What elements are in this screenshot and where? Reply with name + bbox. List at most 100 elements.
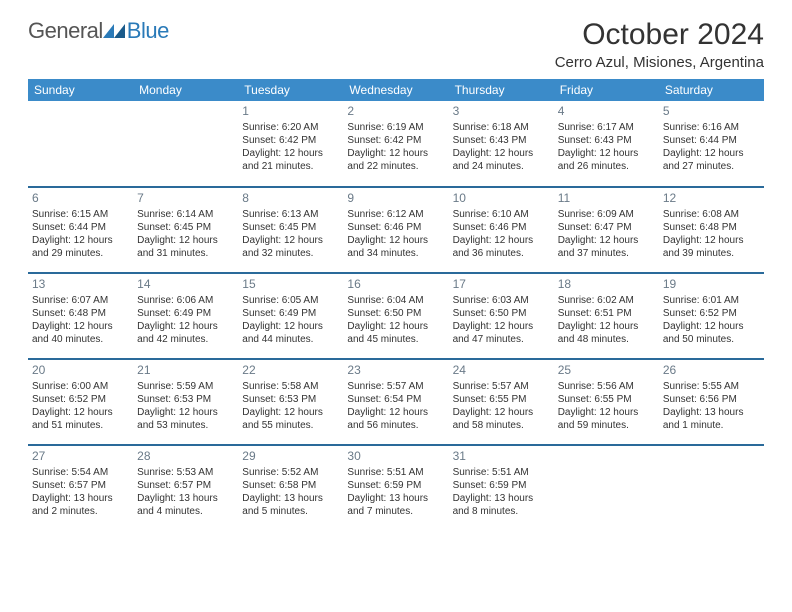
cell-line-sr: Sunrise: 6:00 AM (32, 380, 129, 393)
calendar-cell: 12Sunrise: 6:08 AMSunset: 6:48 PMDayligh… (659, 187, 764, 273)
cell-line-ss: Sunset: 6:45 PM (242, 221, 339, 234)
cell-line-d2: and 40 minutes. (32, 333, 129, 346)
calendar-cell: 21Sunrise: 5:59 AMSunset: 6:53 PMDayligh… (133, 359, 238, 445)
day-number: 21 (137, 363, 234, 379)
calendar-cell: 20Sunrise: 6:00 AMSunset: 6:52 PMDayligh… (28, 359, 133, 445)
cell-line-ss: Sunset: 6:51 PM (558, 307, 655, 320)
cell-line-sr: Sunrise: 5:57 AM (347, 380, 444, 393)
cell-line-sr: Sunrise: 6:09 AM (558, 208, 655, 221)
cell-line-d2: and 47 minutes. (453, 333, 550, 346)
logo-shape-icon (103, 22, 125, 40)
calendar-cell: 18Sunrise: 6:02 AMSunset: 6:51 PMDayligh… (554, 273, 659, 359)
calendar-cell (659, 445, 764, 531)
cell-line-d2: and 7 minutes. (347, 505, 444, 518)
cell-line-d2: and 55 minutes. (242, 419, 339, 432)
cell-line-d1: Daylight: 13 hours (32, 492, 129, 505)
day-number: 8 (242, 191, 339, 207)
day-number: 15 (242, 277, 339, 293)
calendar-cell: 16Sunrise: 6:04 AMSunset: 6:50 PMDayligh… (343, 273, 448, 359)
cell-line-d1: Daylight: 12 hours (242, 147, 339, 160)
cell-line-d1: Daylight: 12 hours (32, 406, 129, 419)
cell-line-sr: Sunrise: 5:52 AM (242, 466, 339, 479)
calendar-cell: 8Sunrise: 6:13 AMSunset: 6:45 PMDaylight… (238, 187, 343, 273)
cell-line-ss: Sunset: 6:53 PM (242, 393, 339, 406)
cell-line-sr: Sunrise: 6:05 AM (242, 294, 339, 307)
cell-line-d1: Daylight: 12 hours (242, 234, 339, 247)
cell-line-d2: and 42 minutes. (137, 333, 234, 346)
cell-line-d2: and 58 minutes. (453, 419, 550, 432)
cell-line-d2: and 39 minutes. (663, 247, 760, 260)
day-header: Tuesday (238, 79, 343, 101)
calendar-cell: 22Sunrise: 5:58 AMSunset: 6:53 PMDayligh… (238, 359, 343, 445)
calendar-row: 6Sunrise: 6:15 AMSunset: 6:44 PMDaylight… (28, 187, 764, 273)
cell-line-d1: Daylight: 12 hours (137, 234, 234, 247)
month-title: October 2024 (555, 18, 764, 52)
cell-line-ss: Sunset: 6:54 PM (347, 393, 444, 406)
cell-line-sr: Sunrise: 6:10 AM (453, 208, 550, 221)
cell-line-ss: Sunset: 6:59 PM (453, 479, 550, 492)
header: General Blue October 2024 Cerro Azul, Mi… (28, 18, 764, 71)
cell-line-d1: Daylight: 12 hours (347, 147, 444, 160)
cell-line-d2: and 50 minutes. (663, 333, 760, 346)
cell-line-d2: and 29 minutes. (32, 247, 129, 260)
cell-line-d1: Daylight: 12 hours (453, 234, 550, 247)
calendar-body: 1Sunrise: 6:20 AMSunset: 6:42 PMDaylight… (28, 101, 764, 531)
cell-line-sr: Sunrise: 6:08 AM (663, 208, 760, 221)
cell-line-d1: Daylight: 13 hours (347, 492, 444, 505)
calendar-cell: 9Sunrise: 6:12 AMSunset: 6:46 PMDaylight… (343, 187, 448, 273)
calendar-row: 1Sunrise: 6:20 AMSunset: 6:42 PMDaylight… (28, 101, 764, 187)
cell-line-ss: Sunset: 6:57 PM (137, 479, 234, 492)
calendar-cell: 6Sunrise: 6:15 AMSunset: 6:44 PMDaylight… (28, 187, 133, 273)
cell-line-d2: and 53 minutes. (137, 419, 234, 432)
day-number: 17 (453, 277, 550, 293)
cell-line-d1: Daylight: 12 hours (453, 320, 550, 333)
cell-line-ss: Sunset: 6:43 PM (453, 134, 550, 147)
day-number: 14 (137, 277, 234, 293)
cell-line-d2: and 48 minutes. (558, 333, 655, 346)
cell-line-d2: and 27 minutes. (663, 160, 760, 173)
calendar-cell: 5Sunrise: 6:16 AMSunset: 6:44 PMDaylight… (659, 101, 764, 187)
day-number: 22 (242, 363, 339, 379)
day-number: 7 (137, 191, 234, 207)
cell-line-ss: Sunset: 6:44 PM (663, 134, 760, 147)
cell-line-d2: and 8 minutes. (453, 505, 550, 518)
cell-line-ss: Sunset: 6:47 PM (558, 221, 655, 234)
cell-line-d2: and 5 minutes. (242, 505, 339, 518)
cell-line-d1: Daylight: 12 hours (242, 320, 339, 333)
day-number: 4 (558, 104, 655, 120)
day-number: 12 (663, 191, 760, 207)
day-number: 13 (32, 277, 129, 293)
calendar-cell: 7Sunrise: 6:14 AMSunset: 6:45 PMDaylight… (133, 187, 238, 273)
cell-line-ss: Sunset: 6:59 PM (347, 479, 444, 492)
cell-line-d2: and 4 minutes. (137, 505, 234, 518)
cell-line-ss: Sunset: 6:42 PM (347, 134, 444, 147)
calendar-cell: 27Sunrise: 5:54 AMSunset: 6:57 PMDayligh… (28, 445, 133, 531)
cell-line-ss: Sunset: 6:48 PM (32, 307, 129, 320)
cell-line-sr: Sunrise: 5:59 AM (137, 380, 234, 393)
day-number: 1 (242, 104, 339, 120)
cell-line-d1: Daylight: 12 hours (137, 406, 234, 419)
cell-line-sr: Sunrise: 5:58 AM (242, 380, 339, 393)
calendar-row: 13Sunrise: 6:07 AMSunset: 6:48 PMDayligh… (28, 273, 764, 359)
calendar-cell: 23Sunrise: 5:57 AMSunset: 6:54 PMDayligh… (343, 359, 448, 445)
calendar-table: Sunday Monday Tuesday Wednesday Thursday… (28, 79, 764, 531)
calendar-cell: 2Sunrise: 6:19 AMSunset: 6:42 PMDaylight… (343, 101, 448, 187)
day-number: 5 (663, 104, 760, 120)
cell-line-sr: Sunrise: 6:15 AM (32, 208, 129, 221)
cell-line-d1: Daylight: 12 hours (32, 320, 129, 333)
cell-line-d2: and 56 minutes. (347, 419, 444, 432)
cell-line-sr: Sunrise: 6:13 AM (242, 208, 339, 221)
cell-line-d1: Daylight: 12 hours (32, 234, 129, 247)
cell-line-d2: and 31 minutes. (137, 247, 234, 260)
cell-line-ss: Sunset: 6:58 PM (242, 479, 339, 492)
cell-line-ss: Sunset: 6:56 PM (663, 393, 760, 406)
cell-line-ss: Sunset: 6:45 PM (137, 221, 234, 234)
day-number: 27 (32, 449, 129, 465)
location: Cerro Azul, Misiones, Argentina (555, 54, 764, 71)
cell-line-d2: and 32 minutes. (242, 247, 339, 260)
cell-line-ss: Sunset: 6:43 PM (558, 134, 655, 147)
day-header: Saturday (659, 79, 764, 101)
cell-line-sr: Sunrise: 6:14 AM (137, 208, 234, 221)
cell-line-sr: Sunrise: 6:04 AM (347, 294, 444, 307)
logo-text-general: General (28, 18, 103, 44)
